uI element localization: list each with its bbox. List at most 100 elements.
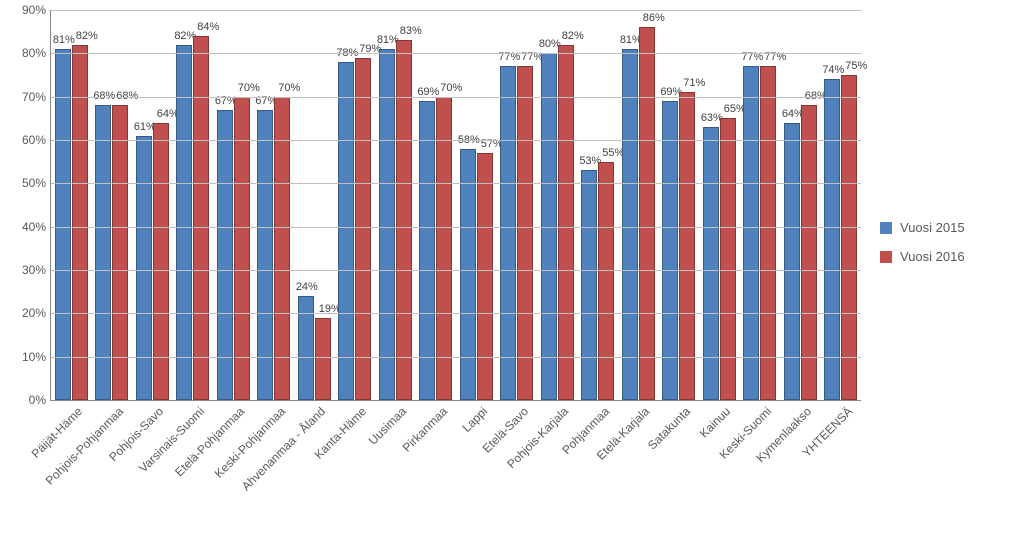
bar-value-label: 55% <box>602 147 616 159</box>
bar-2016: 79% <box>355 58 371 400</box>
bar-2016: 70% <box>436 97 452 400</box>
y-tick-label: 0% <box>4 393 46 407</box>
grid-line <box>51 270 861 271</box>
bar-value-label: 70% <box>278 82 292 94</box>
bar-value-label: 64% <box>782 108 796 120</box>
bar-2016: 77% <box>760 66 776 400</box>
bar-value-label: 86% <box>643 12 657 24</box>
y-tick-label: 60% <box>4 133 46 147</box>
bar-2016: 82% <box>558 45 574 400</box>
bar-2016: 71% <box>679 92 695 400</box>
bar-2016: 70% <box>274 97 290 400</box>
category: 67%70%Etelä-Pohjanmaa <box>213 10 254 400</box>
category: 77%77%Etelä-Savo <box>497 10 538 400</box>
legend-item-2015: Vuosi 2015 <box>880 220 965 235</box>
bar-2015: 63% <box>703 127 719 400</box>
bar-value-label: 81% <box>620 34 634 46</box>
bar-value-label: 75% <box>845 60 859 72</box>
bar-value-label: 81% <box>377 34 391 46</box>
y-tick-label: 90% <box>4 3 46 17</box>
bar-value-label: 61% <box>134 121 148 133</box>
bar-value-label: 64% <box>157 108 171 120</box>
y-tick-label: 10% <box>4 350 46 364</box>
x-tick-label: Satakunta <box>645 404 693 452</box>
y-tick-label: 80% <box>4 46 46 60</box>
y-tick-label: 20% <box>4 306 46 320</box>
legend-item-2016: Vuosi 2016 <box>880 249 965 264</box>
category: 82%84%Varsinais-Suomi <box>173 10 214 400</box>
bar-2015: 78% <box>338 62 354 400</box>
grid-line <box>51 183 861 184</box>
grid-line <box>51 357 861 358</box>
bar-2016: 57% <box>477 153 493 400</box>
bar-value-label: 82% <box>76 30 90 42</box>
bar-value-label: 80% <box>539 38 553 50</box>
category: 67%70%Keski-Pohjanmaa <box>254 10 295 400</box>
bar-2016: 82% <box>72 45 88 400</box>
category: 53%55%Pohjanmaa <box>578 10 619 400</box>
x-tick-label: Lappi <box>460 404 491 435</box>
x-tick-label: Keski-Pohjanmaa <box>211 404 287 480</box>
bar-chart: 81%82%Päijät-Häme68%68%Pohjois-Pohjanmaa… <box>0 0 1024 538</box>
bar-2015: 24% <box>298 296 314 400</box>
y-tick-label: 40% <box>4 220 46 234</box>
bar-2015: 69% <box>419 101 435 400</box>
bar-2015: 81% <box>55 49 71 400</box>
bar-2016: 19% <box>315 318 331 400</box>
legend: Vuosi 2015 Vuosi 2016 <box>880 220 965 278</box>
bar-2016: 84% <box>193 36 209 400</box>
grid-line <box>51 140 861 141</box>
category: 68%68%Pohjois-Pohjanmaa <box>92 10 133 400</box>
bar-2015: 74% <box>824 79 840 400</box>
bar-value-label: 70% <box>238 82 252 94</box>
bar-2016: 64% <box>153 123 169 400</box>
legend-swatch <box>880 222 892 234</box>
grid-line <box>51 313 861 314</box>
category: 63%65%Kainuu <box>699 10 740 400</box>
category: 81%86%Etelä-Karjala <box>618 10 659 400</box>
bar-2016: 77% <box>517 66 533 400</box>
bar-value-label: 71% <box>683 77 697 89</box>
bar-2015: 81% <box>379 49 395 400</box>
x-tick-label: Kainuu <box>697 404 733 440</box>
bar-2015: 64% <box>784 123 800 400</box>
bar-value-label: 82% <box>174 30 188 42</box>
bar-2015: 82% <box>176 45 192 400</box>
bar-2015: 53% <box>581 170 597 400</box>
bar-2016: 75% <box>841 75 857 400</box>
category: 64%68%Kymenlaakso <box>780 10 821 400</box>
category: 58%57%Lappi <box>456 10 497 400</box>
category: 78%79%Kanta-Häme <box>335 10 376 400</box>
bar-2016: 55% <box>598 162 614 400</box>
bar-2016: 83% <box>396 40 412 400</box>
legend-label: Vuosi 2015 <box>900 220 965 235</box>
bar-2015: 77% <box>500 66 516 400</box>
category: 69%70%Pirkanmaa <box>416 10 457 400</box>
bar-value-label: 83% <box>400 25 414 37</box>
legend-label: Vuosi 2016 <box>900 249 965 264</box>
grid-line <box>51 10 861 11</box>
grid-line <box>51 227 861 228</box>
bar-2016: 70% <box>234 97 250 400</box>
category: 80%82%Pohjois-Karjala <box>537 10 578 400</box>
bar-2016: 65% <box>720 118 736 400</box>
category: 24%19%Ahvenanmaa - Åland <box>294 10 335 400</box>
bar-value-label: 81% <box>53 34 67 46</box>
bar-value-label: 53% <box>579 155 593 167</box>
bar-value-label: 70% <box>440 82 454 94</box>
bar-2015: 61% <box>136 136 152 400</box>
category: 74%75%YHTEENSÄ <box>821 10 862 400</box>
plot-area: 81%82%Päijät-Häme68%68%Pohjois-Pohjanmaa… <box>50 10 861 401</box>
bar-2015: 77% <box>743 66 759 400</box>
category: 81%82%Päijät-Häme <box>51 10 92 400</box>
bar-value-label: 84% <box>197 21 211 33</box>
y-tick-label: 30% <box>4 263 46 277</box>
category: 81%83%Uusimaa <box>375 10 416 400</box>
y-tick-label: 50% <box>4 176 46 190</box>
bar-2015: 81% <box>622 49 638 400</box>
grid-line <box>51 53 861 54</box>
bar-2015: 69% <box>662 101 678 400</box>
category: 61%64%Pohjois-Savo <box>132 10 173 400</box>
category: 77%77%Keski-Suomi <box>740 10 781 400</box>
bar-value-label: 65% <box>724 103 738 115</box>
